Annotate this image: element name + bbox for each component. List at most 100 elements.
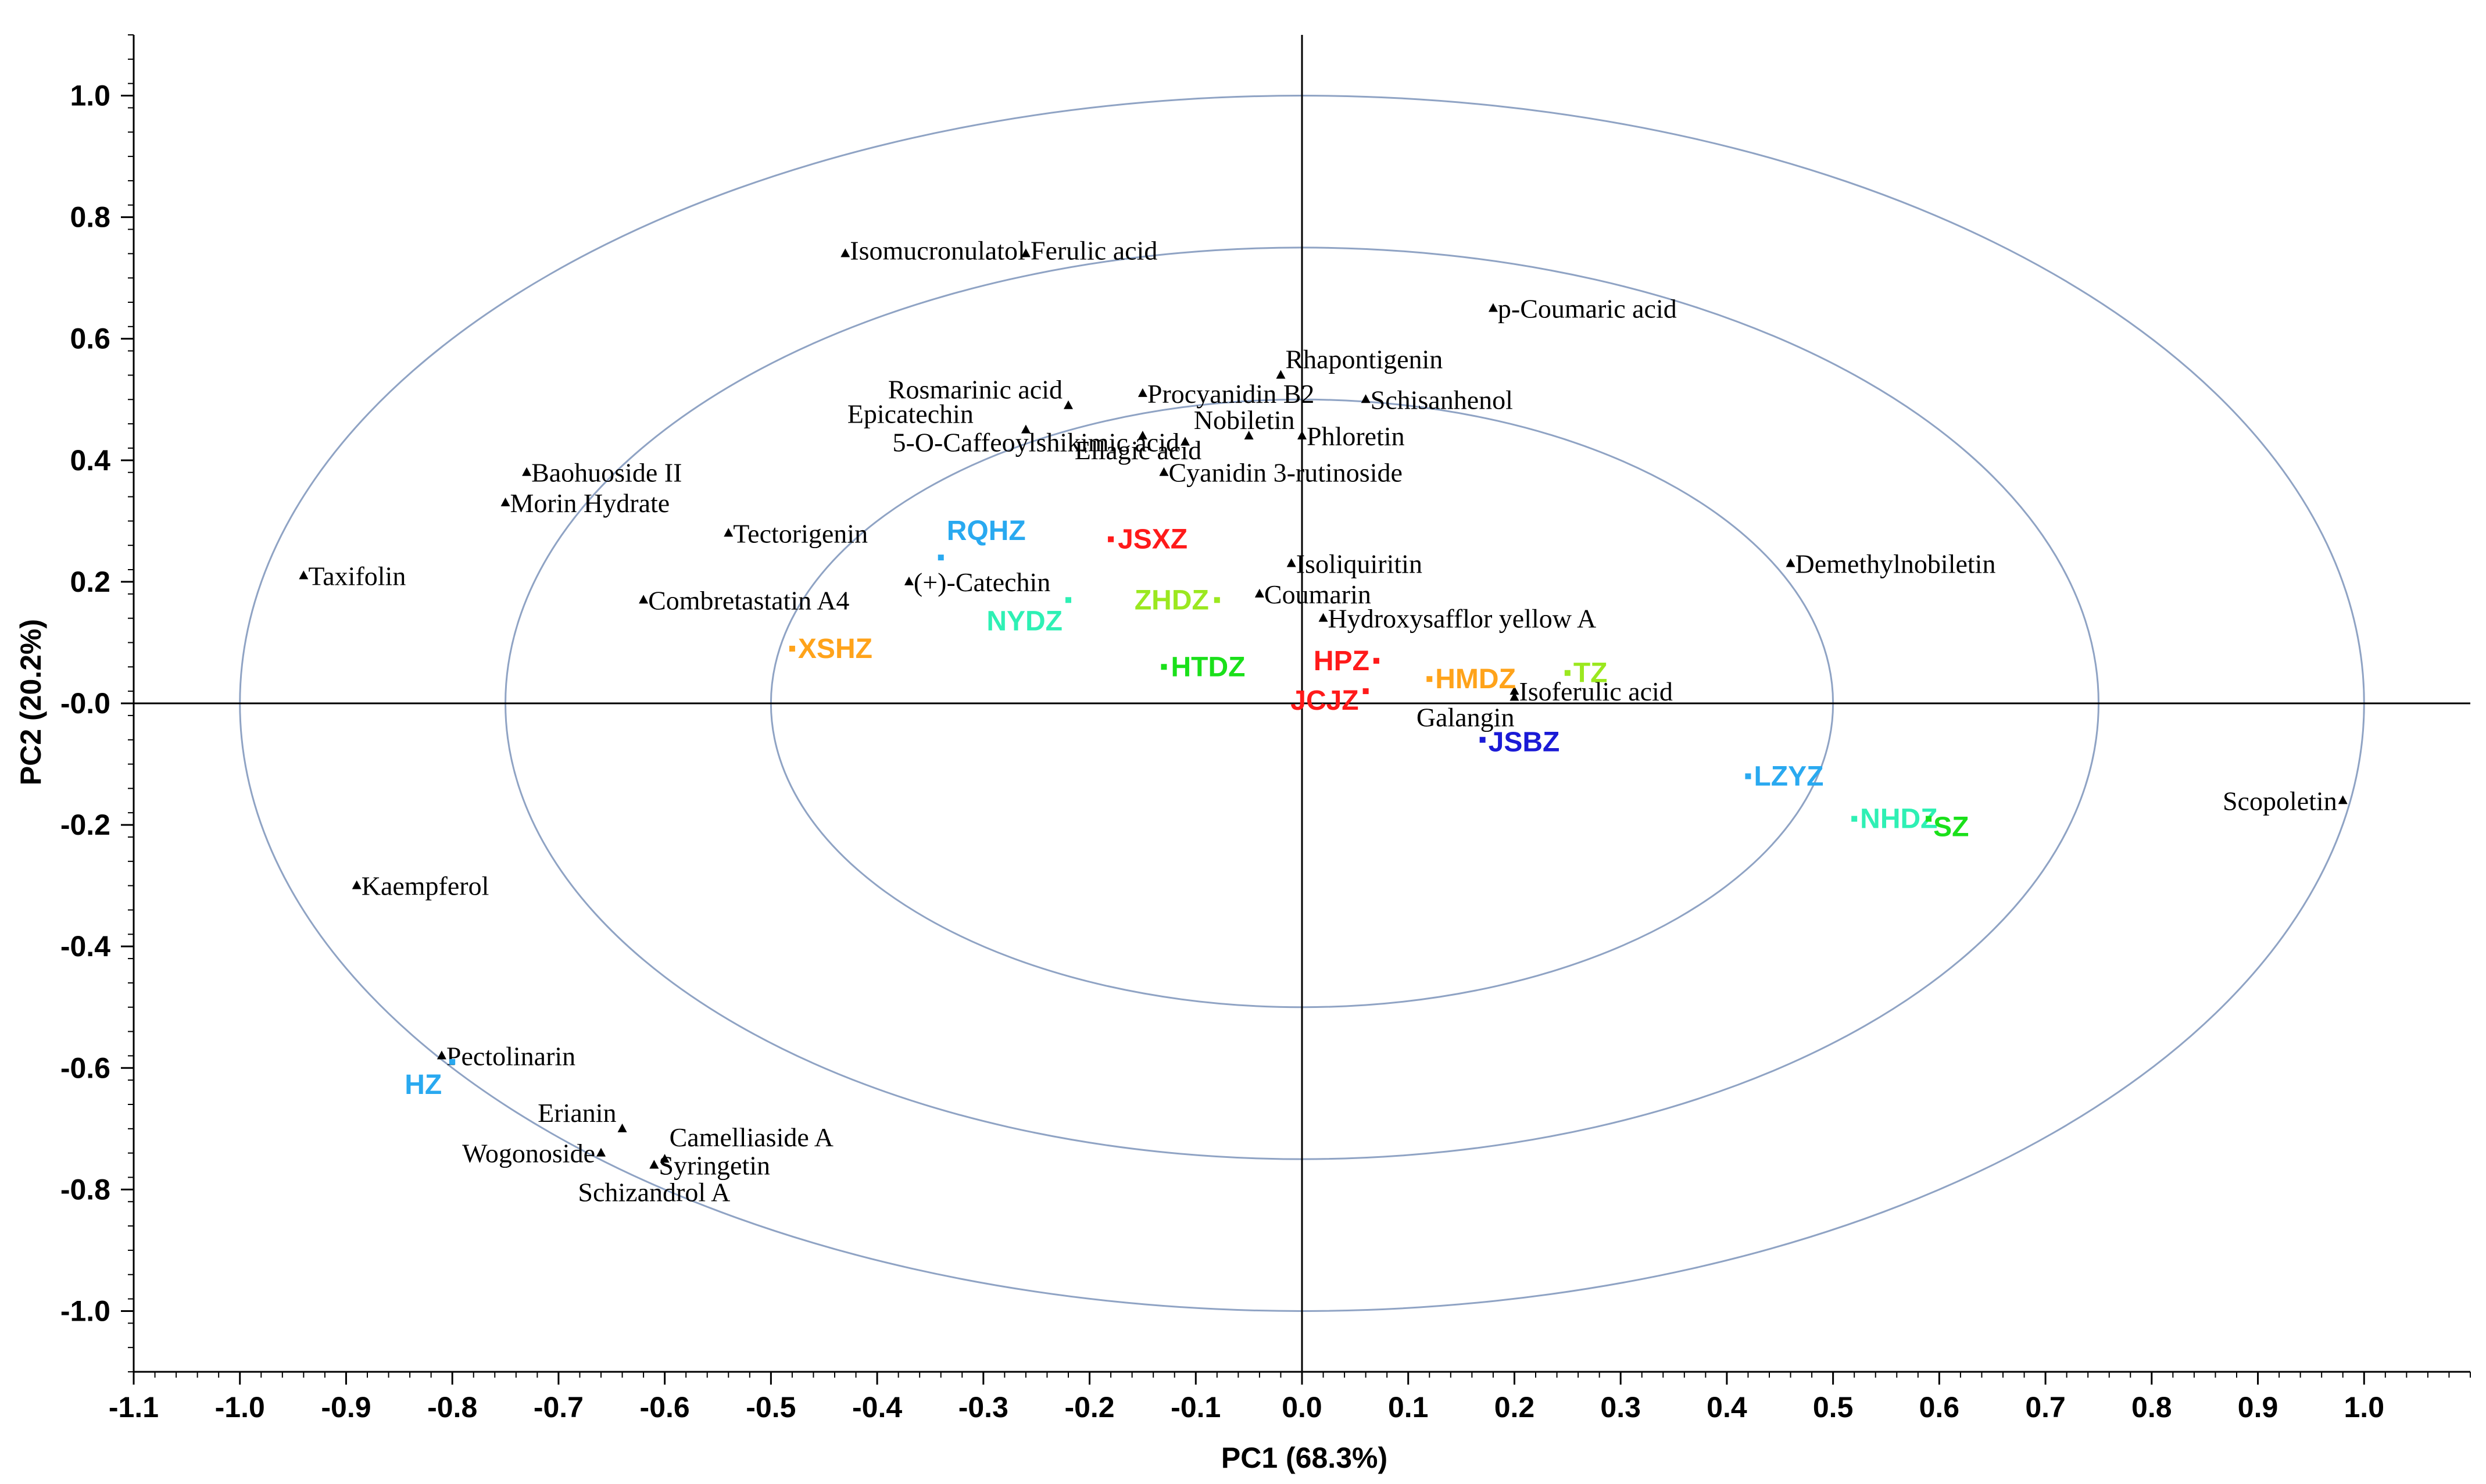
sample-label-hz: HZ bbox=[405, 1070, 442, 1100]
variable-label-phloretin: Phloretin bbox=[1307, 421, 1405, 451]
variable-point-catechin bbox=[904, 576, 914, 585]
variable-point-scopoletin bbox=[2338, 795, 2348, 804]
sample-label-lzyz: LZYZ bbox=[1754, 761, 1823, 792]
sample-point-jsbz bbox=[1479, 736, 1486, 743]
sample-label-jsbz: JSBZ bbox=[1489, 727, 1560, 758]
variable-label-nobiletin: Nobiletin bbox=[1194, 405, 1295, 435]
x-tick-label: 0.7 bbox=[2025, 1391, 2066, 1424]
x-tick-label: -0.3 bbox=[958, 1391, 1008, 1424]
variable-label-p-coumaric-acid: p-Coumaric acid bbox=[1498, 294, 1677, 323]
x-tick-label: -0.5 bbox=[746, 1391, 796, 1424]
variable-label-combretastatin-a4: Combretastatin A4 bbox=[648, 585, 849, 615]
variable-label-demethylnobiletin: Demethylnobiletin bbox=[1795, 549, 1996, 579]
variable-label-5-o-caffeoylshikimic-acid: 5-O-Caffeoylshikimic acid bbox=[892, 427, 1179, 457]
x-axis-title: PC1 (68.3%) bbox=[1221, 1442, 1387, 1474]
variable-label-wogonoside: Wogonoside bbox=[462, 1139, 595, 1168]
x-tick-label: -0.6 bbox=[640, 1391, 690, 1424]
sample-label-hmdz: HMDZ bbox=[1435, 664, 1516, 695]
y-tick-label: 0.4 bbox=[70, 444, 110, 477]
variable-point-schisanhenol bbox=[1361, 394, 1371, 403]
x-tick-label: -0.7 bbox=[534, 1391, 584, 1424]
variable-point-ferulic-acid bbox=[1021, 248, 1031, 258]
y-tick-label: -0.8 bbox=[60, 1173, 110, 1206]
y-tick-label: -0.2 bbox=[60, 809, 110, 841]
sample-label-sz: SZ bbox=[1933, 812, 1969, 843]
sample-label-rqhz: RQHZ bbox=[947, 516, 1026, 546]
variable-label-camelliaside-a: Camelliaside A bbox=[670, 1122, 834, 1152]
x-tick-label: 1.0 bbox=[2344, 1391, 2385, 1424]
x-tick-label: 0.1 bbox=[1388, 1391, 1429, 1424]
variable-point-galangin bbox=[1510, 692, 1519, 701]
variable-label-schisanhenol: Schisanhenol bbox=[1371, 385, 1513, 414]
variable-point-rhapontigenin bbox=[1276, 370, 1286, 379]
sample-point-jcjz bbox=[1362, 688, 1369, 695]
variable-point-nobiletin bbox=[1244, 431, 1254, 439]
variable-point-hydroxysafflor-yellow-a bbox=[1318, 613, 1328, 622]
x-tick-label: -0.9 bbox=[321, 1391, 371, 1424]
variable-label-procyanidin-b2: Procyanidin B2 bbox=[1147, 379, 1314, 409]
variable-point-isoliquiritin bbox=[1286, 558, 1296, 567]
x-tick-label: 0.8 bbox=[2131, 1391, 2172, 1424]
sample-point-rqhz bbox=[938, 555, 944, 561]
x-tick-label: -0.8 bbox=[427, 1391, 477, 1424]
variable-label-cyanidin-3-rutinoside: Cyanidin 3-rutinoside bbox=[1168, 458, 1402, 488]
sample-label-zhdz: ZHDZ bbox=[1135, 585, 1209, 616]
variable-label-rhapontigenin: Rhapontigenin bbox=[1285, 344, 1443, 374]
y-axis-title: PC2 (20.2%) bbox=[15, 619, 47, 785]
variable-point-kaempferol bbox=[352, 880, 362, 889]
sample-point-hmdz bbox=[1426, 676, 1433, 682]
variable-point-wogonoside bbox=[596, 1147, 606, 1157]
x-tick-label: 0.4 bbox=[1707, 1391, 1747, 1424]
variable-label-isoferulic-acid: Isoferulic acid bbox=[1519, 677, 1672, 706]
variable-label-syringetin: Syringetin bbox=[659, 1151, 770, 1181]
y-tick-label: 0.6 bbox=[70, 323, 110, 355]
sample-label-hpz: HPZ bbox=[1314, 646, 1369, 677]
y-axis-ticks: 1.0 0.8 0.6 0.4 0.2 -0.0 -0.2 -0.4 -0.6 -0.8 -1.0 bbox=[60, 34, 134, 1372]
sample-label-jcjz: JCJZ bbox=[1290, 685, 1358, 716]
x-tick-label: 0.5 bbox=[1813, 1391, 1854, 1424]
variable-point-baohuoside-ii bbox=[522, 467, 532, 476]
sample-point-xshz bbox=[789, 645, 795, 652]
x-tick-label: 0.3 bbox=[1600, 1391, 1641, 1424]
variable-point-schizandrol-a bbox=[649, 1160, 659, 1169]
sample-point-hpz bbox=[1373, 657, 1379, 664]
x-tick-label: 0.9 bbox=[2238, 1391, 2278, 1424]
sample-point-zhdz bbox=[1214, 597, 1220, 603]
y-tick-label: -1.0 bbox=[60, 1295, 110, 1327]
variable-label-scopoletin: Scopoletin bbox=[2223, 786, 2337, 816]
variable-point-pectolinarin bbox=[437, 1050, 446, 1060]
variable-point-procyanidin-b2 bbox=[1138, 388, 1147, 397]
x-tick-label: 0.2 bbox=[1494, 1391, 1535, 1424]
x-tick-label: -0.4 bbox=[852, 1391, 902, 1424]
variable-label-coumarin: Coumarin bbox=[1264, 580, 1371, 609]
y-tick-label: -0.4 bbox=[60, 930, 110, 963]
sample-label-xshz: XSHZ bbox=[798, 634, 872, 664]
variable-label-pectolinarin: Pectolinarin bbox=[446, 1041, 575, 1071]
variable-loadings: Isomucronulatol Ferulic acid p-Coumaric ac… bbox=[299, 235, 2348, 1207]
variable-point-erianin bbox=[617, 1123, 627, 1132]
variable-label-morin-hydrate: Morin Hydrate bbox=[510, 488, 670, 518]
variable-label-rosmarinic-acid: Rosmarinic acid bbox=[888, 375, 1063, 405]
sample-scores: RQHZ JSXZ NYDZ ZHDZ XSHZ HTDZ HPZ JCJZ HMDZ TZ JSB… bbox=[405, 516, 1969, 1100]
variable-point-isoferulic-acid bbox=[1510, 686, 1519, 695]
sample-label-htdz: HTDZ bbox=[1171, 652, 1245, 682]
variable-label-schizandrol-a: Schizandrol A bbox=[578, 1178, 730, 1207]
sample-label-jsxz: JSXZ bbox=[1118, 524, 1187, 555]
y-tick-label: -0.6 bbox=[60, 1052, 110, 1084]
x-axis-ticks: -1.1 -1.0 -0.9 -0.8 -0.7 -0.6 -0.5 -0.4 -0.3 -0.2… bbox=[109, 1372, 2471, 1424]
sample-point-nydz bbox=[1065, 597, 1071, 603]
y-tick-label: -0.0 bbox=[60, 687, 110, 720]
sample-point-htdz bbox=[1161, 664, 1167, 670]
variable-label-hydroxysafflor-yellow-a: Hydroxysafflor yellow A bbox=[1328, 604, 1597, 634]
variable-label-isoliquiritin: Isoliquiritin bbox=[1296, 549, 1422, 579]
sample-point-nhdz bbox=[1851, 816, 1858, 822]
x-tick-label: -1.1 bbox=[109, 1391, 159, 1424]
variable-label-tectorigenin: Tectorigenin bbox=[733, 518, 868, 548]
variable-point-taxifolin bbox=[299, 570, 309, 580]
sample-point-tz bbox=[1564, 670, 1571, 676]
variable-point-isomucronulatol bbox=[840, 248, 850, 258]
variable-point-coumarin bbox=[1254, 588, 1264, 598]
variable-label-baohuoside-ii: Baohuoside II bbox=[531, 458, 682, 488]
variable-point-ellagic-acid bbox=[1138, 431, 1147, 439]
